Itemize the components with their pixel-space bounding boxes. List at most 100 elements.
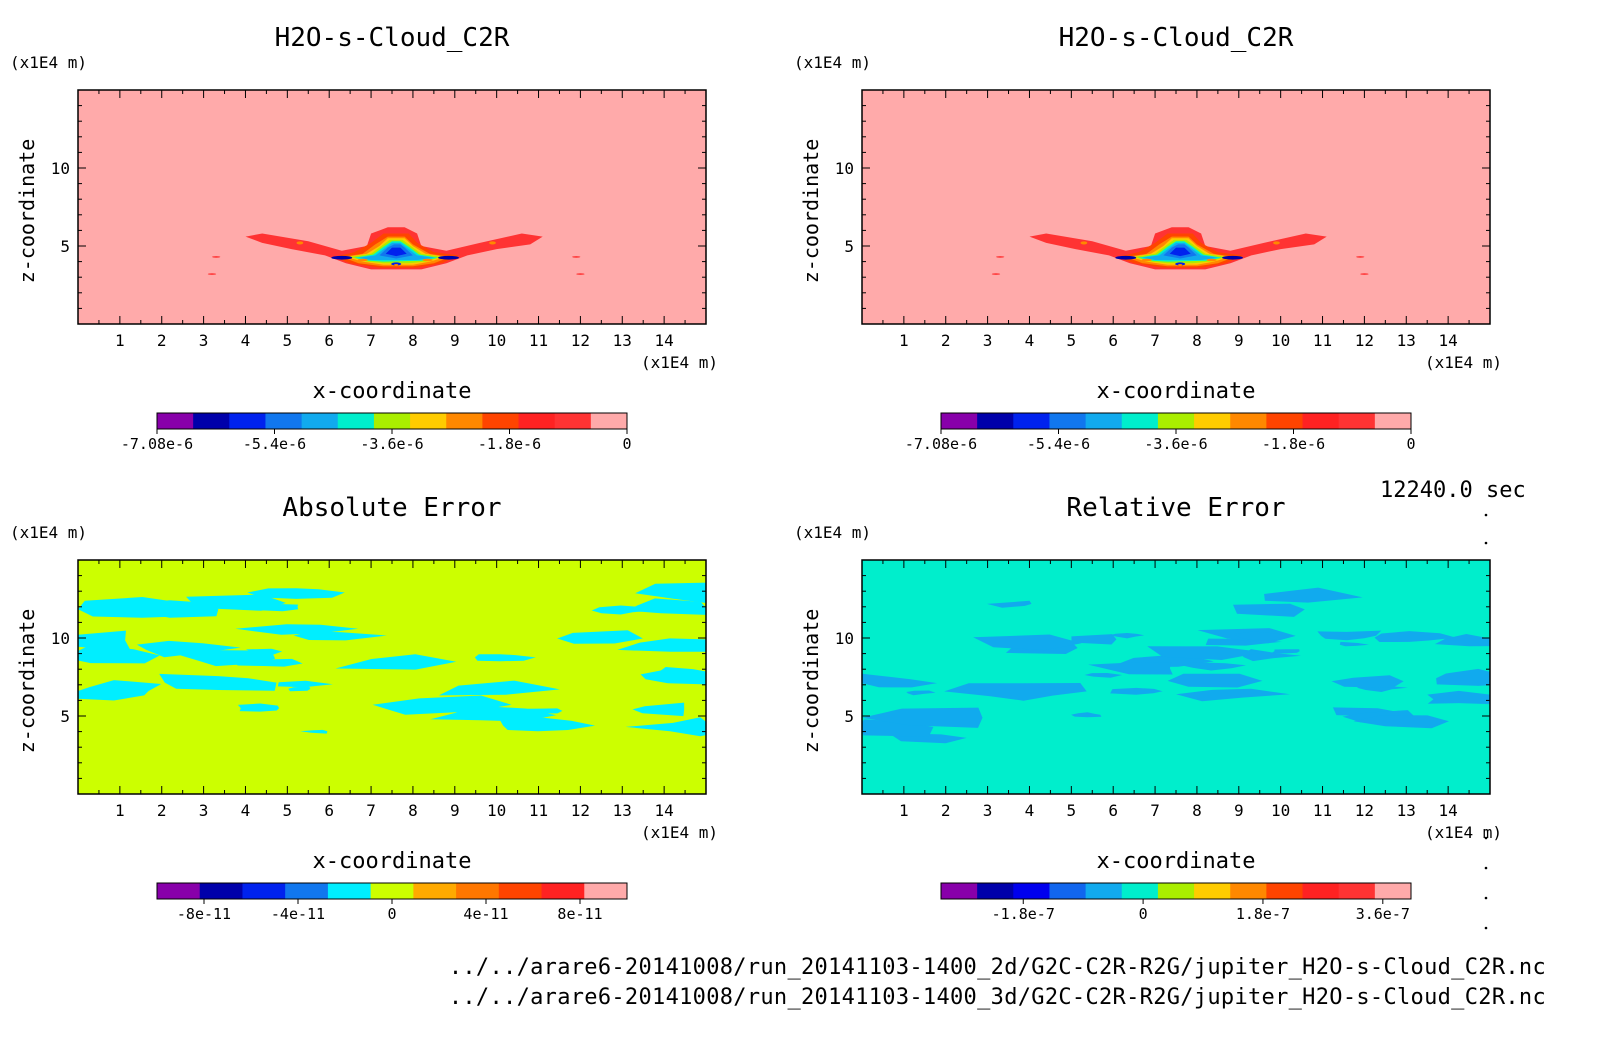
colorbar-label: -3.6e-6	[360, 435, 423, 453]
x-tick-label: 2	[941, 331, 951, 350]
error-patch	[1434, 634, 1490, 647]
error-patch	[1110, 687, 1163, 695]
cloud-blob-9	[991, 273, 1001, 275]
error-patch	[944, 683, 1087, 701]
x-axis-label: x-coordinate	[313, 849, 472, 874]
x-tick-label: 10	[1271, 331, 1290, 350]
colorbar-label: -7.08e-6	[121, 435, 193, 453]
x-tick-label: 2	[941, 801, 951, 820]
cloud-blob-4	[357, 258, 368, 262]
panel-title: Absolute Error	[282, 493, 501, 523]
colorbar-swatch	[413, 883, 457, 899]
colorbar-swatch	[1049, 883, 1087, 899]
colorbar-label: 0	[1406, 435, 1415, 453]
colorbar-swatch	[1049, 413, 1087, 429]
colorbar-swatch	[1121, 413, 1159, 429]
error-patch	[1436, 668, 1490, 686]
x-tick-label: 6	[1108, 331, 1118, 350]
x-tick-label: 4	[1025, 801, 1035, 820]
x-tick-label: 5	[1067, 331, 1077, 350]
x-tick-label: 1	[115, 801, 125, 820]
plot-background	[862, 90, 1490, 324]
error-patch	[136, 640, 241, 658]
x-tick-label: 5	[283, 331, 293, 350]
error-patch	[237, 703, 280, 712]
x-tick-label: 4	[1025, 331, 1035, 350]
y-axis-label: z-coordinate	[15, 139, 39, 284]
error-patch	[114, 600, 219, 618]
time-label: 12240.0 sec	[1380, 478, 1526, 503]
colorbar-swatch	[1194, 413, 1231, 429]
x-tick-label: 8	[1192, 331, 1202, 350]
colorbar-swatch	[193, 413, 230, 429]
colorbar-swatch	[157, 413, 194, 429]
error-patch	[1427, 690, 1490, 705]
x-tick-label: 6	[324, 331, 334, 350]
error-patch	[862, 673, 938, 688]
colorbar-swatch	[1266, 883, 1304, 899]
error-patch	[438, 680, 560, 696]
colorbar-swatch	[285, 883, 329, 899]
error-patch	[288, 686, 311, 692]
y-tick-label: 5	[844, 707, 854, 726]
panel-2: H2O-s-Cloud_C2R(x1E4 m)1 2 3 4 5 6 7 8 9 10 11 12 13…	[794, 23, 1502, 453]
cloud-blob-3	[1178, 263, 1183, 266]
colorbar-swatch	[1013, 883, 1050, 899]
y-tick-label: 5	[844, 237, 854, 256]
error-patch	[1088, 662, 1173, 675]
panel-title: Relative Error	[1066, 493, 1285, 523]
colorbar-swatch	[1230, 413, 1267, 429]
colorbar-swatch	[518, 413, 556, 429]
colorbar-swatch	[1157, 413, 1195, 429]
error-patch	[474, 654, 536, 662]
error-patch	[499, 717, 596, 732]
x-axis-label: x-coordinate	[1097, 849, 1256, 874]
x-unit-label: (x1E4 m)	[1425, 353, 1502, 372]
error-patch	[987, 600, 1032, 608]
colorbar-swatch	[373, 413, 411, 429]
margin-dot	[1484, 541, 1488, 545]
colorbar-swatch	[1121, 883, 1159, 899]
x-tick-label: 1	[115, 331, 125, 350]
error-patch	[78, 648, 135, 658]
error-patch	[1264, 587, 1363, 603]
colorbar-swatch	[1374, 413, 1412, 429]
error-patch	[862, 707, 983, 728]
x-tick-label: 13	[1397, 331, 1416, 350]
error-patch	[1176, 688, 1290, 702]
x-tick-label: 4	[241, 331, 251, 350]
x-tick-label: 12	[1355, 801, 1374, 820]
cloud-blob-10	[572, 256, 581, 258]
x-tick-label: 9	[1234, 801, 1244, 820]
x-tick-label: 9	[1234, 331, 1244, 350]
margin-dot	[1484, 513, 1488, 517]
error-patch	[557, 630, 643, 644]
x-tick-label: 4	[241, 801, 251, 820]
x-tick-label: 8	[408, 801, 418, 820]
error-patch	[617, 638, 706, 652]
colorbar-label: -1.8e-7	[992, 905, 1055, 923]
error-patch	[973, 634, 1082, 651]
colorbar-swatch	[1194, 883, 1231, 899]
colorbar-swatch	[1157, 883, 1195, 899]
plot-field	[207, 227, 585, 275]
cloud-contour-8	[385, 247, 407, 257]
colorbar-swatch	[1230, 883, 1267, 899]
error-patch	[1374, 631, 1456, 642]
error-patch	[1147, 646, 1264, 660]
cloud-blob-0	[1115, 255, 1137, 260]
y-axis-label: z-coordinate	[15, 609, 39, 754]
error-patch	[625, 717, 706, 737]
colorbar-swatch	[584, 883, 628, 899]
x-tick-label: 13	[613, 801, 632, 820]
x-unit-label: (x1E4 m)	[1425, 823, 1502, 842]
error-patch	[1181, 662, 1247, 671]
x-tick-label: 11	[529, 331, 548, 350]
x-tick-label: 8	[408, 331, 418, 350]
error-patch	[1167, 673, 1263, 688]
colorbar-swatch	[1302, 413, 1340, 429]
x-tick-label: 6	[324, 801, 334, 820]
cloud-blob-2	[391, 262, 402, 266]
x-tick-label: 9	[450, 801, 460, 820]
x-tick-label: 12	[1355, 331, 1374, 350]
